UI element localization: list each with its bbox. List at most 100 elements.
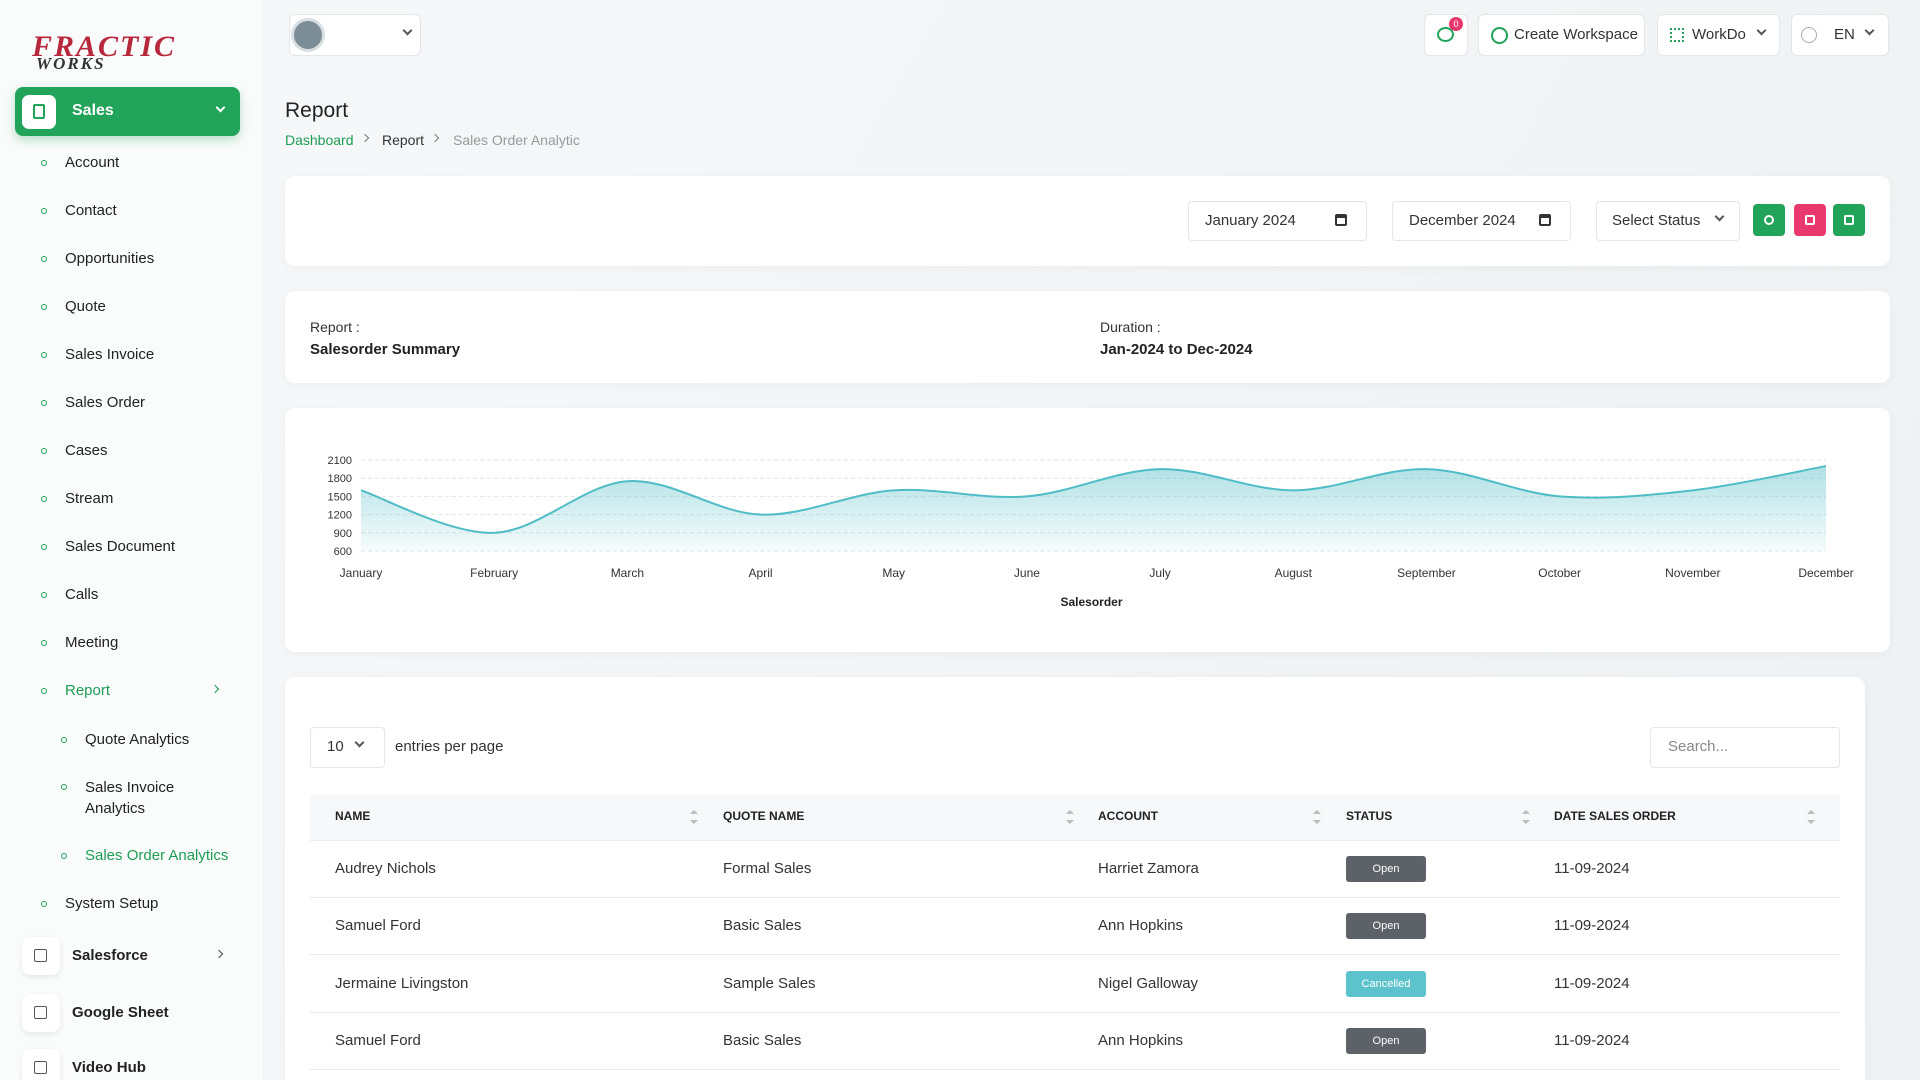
row-divider [310,954,1840,955]
sidebar-sublink[interactable]: Sales Invoice Analytics [85,779,175,817]
sort-icon [1313,820,1321,824]
sidebar-link[interactable]: Account [65,154,120,171]
bullet [61,784,67,790]
x-tick-label: March [611,566,644,580]
table-cell: 11-09-2024 [1554,860,1630,877]
sidebar-link[interactable]: Opportunities [65,250,155,267]
bullet [41,901,47,907]
breadcrumb-item[interactable]: Dashboard [285,132,354,148]
column-header[interactable]: ACCOUNT [1098,809,1158,823]
section-icon-glyph [33,104,45,119]
table-cell: 11-09-2024 [1554,975,1630,992]
bullet [41,496,47,502]
table-cell: Formal Sales [723,860,812,877]
table-cell: Audrey Nichols [335,860,436,877]
sidebar-link[interactable]: Sales Order [65,394,146,411]
logo-text: WORKS [36,54,106,73]
sidebar-sublink[interactable]: Sales Order Analytics [85,847,229,864]
bullet [41,352,47,358]
sidebar-module[interactable]: Video Hub [72,1059,146,1076]
column-header[interactable]: STATUS [1346,809,1393,823]
sidebar [0,0,262,1080]
row-divider [310,897,1840,898]
y-tick-label: 1500 [328,491,352,503]
module-icon-glyph [34,1006,47,1019]
sidebar-section-label: Sales [72,102,114,119]
sidebar-link[interactable]: Cases [65,442,108,459]
search-button-glyph [1764,215,1774,225]
sort-icon [1522,810,1530,814]
plus-icon [1491,27,1508,44]
column-header[interactable]: NAME [335,809,371,823]
y-tick-label: 1200 [328,510,352,522]
column-header[interactable]: DATE SALES ORDER [1554,809,1676,823]
status-badge: Open [1346,1028,1426,1054]
bullet [41,256,47,262]
table-cell: Nigel Galloway [1098,975,1199,992]
table-cell: Basic Sales [723,917,802,934]
x-tick-label: December [1798,566,1853,580]
sort-icon [1313,810,1321,814]
search-input[interactable] [1650,727,1840,768]
sidebar-link[interactable]: System Setup [65,895,159,912]
sidebar-module[interactable]: Salesforce [72,947,148,964]
reset-button-glyph [1805,215,1815,225]
workspace-menu[interactable] [1657,14,1780,56]
summary-label: Report : [310,319,360,335]
notification-badge: 0 [1449,17,1463,31]
row-divider [310,1069,1840,1070]
sidebar-link[interactable]: Sales Invoice [65,346,155,363]
sidebar-link[interactable]: Quote [65,298,106,315]
table-cell: Samuel Ford [335,917,421,934]
month-input[interactable] [1188,201,1367,241]
x-tick-label: May [882,566,905,580]
download-button[interactable] [1833,204,1865,236]
sidebar-link[interactable]: Stream [65,490,114,507]
sort-icon [690,810,698,814]
sidebar-link[interactable]: Sales Document [65,538,176,555]
calendar-icon [1335,214,1347,226]
module-icon [22,1049,60,1080]
bullet [41,640,47,646]
table-cell: Harriet Zamora [1098,860,1199,877]
bullet [41,688,47,694]
summary-card [285,291,1890,383]
y-tick-label: 1800 [328,473,352,485]
area-fill [361,466,1826,551]
table-cell: Basic Sales [723,1032,802,1049]
sort-icon [1522,820,1530,824]
table-header-row [310,795,1840,841]
breadcrumb-item[interactable]: Report [382,132,425,148]
globe-icon [1801,27,1817,43]
chevron-icon [430,133,440,143]
page-title: Report [285,99,349,122]
reset-button[interactable] [1794,204,1826,236]
table-cell: 11-09-2024 [1554,917,1630,934]
module-icon-glyph [34,949,47,962]
summary-label: Duration : [1100,319,1161,335]
area-line [360,465,1827,534]
bullet [41,592,47,598]
x-tick-label: October [1538,566,1581,580]
month-input[interactable] [1392,201,1571,241]
table-cell: Ann Hopkins [1098,1032,1184,1049]
sidebar-link[interactable]: Calls [65,586,99,603]
summary-value: Jan-2024 to Dec-2024 [1100,341,1253,358]
section-icon [22,95,56,129]
chevron-icon [360,133,370,143]
status-select[interactable] [1596,201,1740,241]
sidebar-module[interactable]: Google Sheet [72,1004,169,1021]
x-tick-label: June [1014,566,1040,580]
status-badge: Open [1346,913,1426,939]
sidebar-link[interactable]: Meeting [65,634,119,651]
sidebar-sublink[interactable]: Quote Analytics [85,731,190,748]
sort-icon [1807,810,1815,814]
sidebar-link[interactable]: Contact [65,202,117,219]
page-size-select[interactable] [310,727,385,768]
status-badge: Cancelled [1346,971,1426,997]
sidebar-link-active[interactable]: Report [65,682,111,699]
column-header[interactable]: QUOTE NAME [723,809,805,823]
bullet [61,737,67,743]
y-tick-label: 2100 [328,455,352,467]
